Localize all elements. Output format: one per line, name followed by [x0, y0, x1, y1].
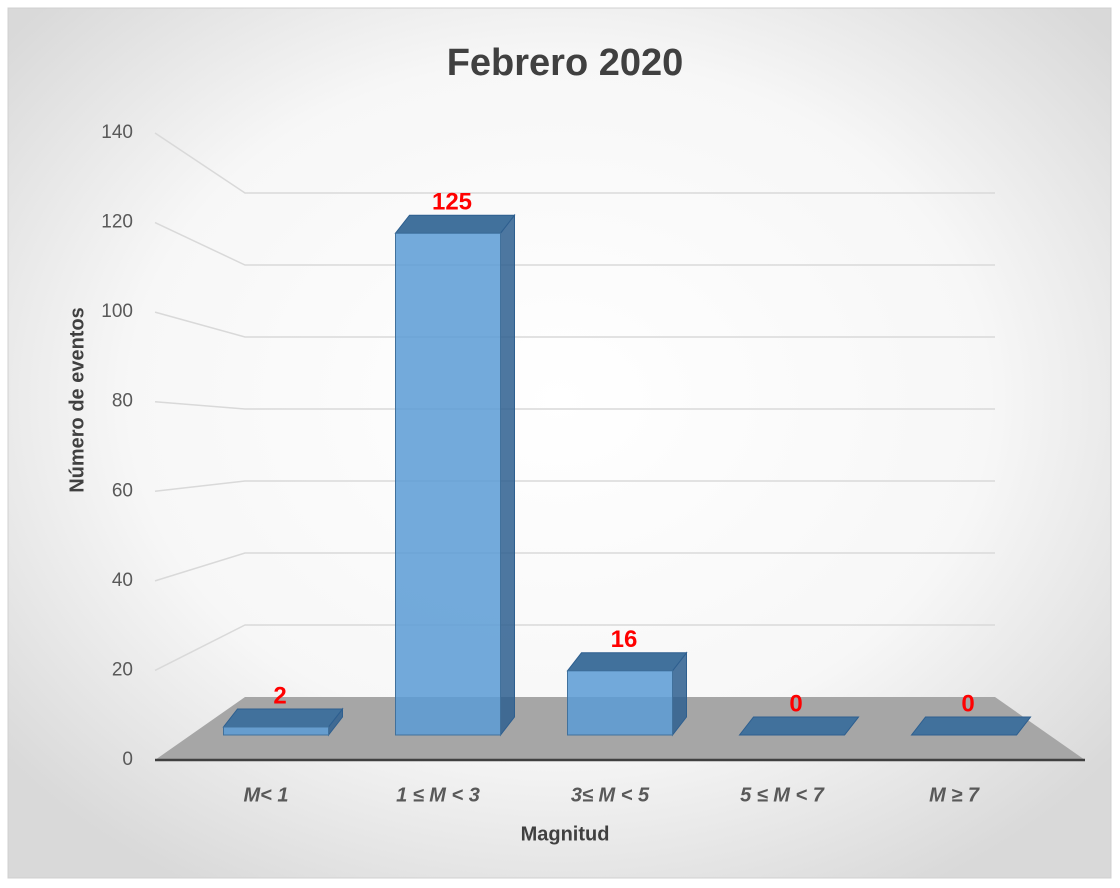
x-tick-label: 5 ≤ M < 7: [740, 784, 825, 806]
data-label: 2: [273, 682, 286, 709]
grid-line: [154, 311, 995, 338]
bar: [910, 716, 1032, 736]
y-tick-label: 100: [101, 301, 133, 322]
bar-top: [394, 214, 516, 234]
grid-line: [154, 221, 995, 266]
plot: 0 20 40 60 80 100 120 140 M< 1 2 1 ≤ M < 3 125 3≤ M …: [101, 122, 1085, 806]
y-tick-label: 80: [112, 391, 133, 412]
x-axis-title: Magnitud: [521, 823, 610, 845]
bar: [566, 651, 688, 737]
bar: [394, 213, 516, 737]
x-tick-label: M ≥ 7: [929, 784, 980, 806]
data-label: 16: [611, 626, 638, 653]
data-label: 0: [961, 690, 974, 717]
bar-front: [567, 670, 673, 736]
y-tick-label: 120: [101, 212, 133, 233]
y-tick-label: 20: [112, 659, 133, 680]
bar-front: [395, 232, 501, 736]
bar: [222, 707, 344, 737]
bar-top: [566, 652, 688, 672]
y-axis-title: Número de eventos: [66, 307, 88, 493]
y-tick-label: 40: [112, 570, 133, 591]
bar-side: [500, 213, 515, 737]
chart-title: Febrero 2020: [447, 42, 684, 84]
grid-line: [154, 132, 995, 194]
grid-line: [154, 552, 995, 582]
y-tick-label: 0: [122, 749, 133, 770]
bar-front: [223, 726, 329, 736]
bar: [738, 716, 860, 736]
bar-top: [738, 716, 860, 736]
data-label: 125: [432, 189, 472, 216]
y-tick-label: 140: [101, 122, 133, 143]
bar-top: [222, 708, 344, 728]
bar-top: [910, 716, 1032, 736]
grid-line: [154, 480, 995, 493]
x-tick-label: M< 1: [243, 784, 288, 806]
x-tick-label: 3≤ M < 5: [571, 784, 650, 806]
grid-line: [154, 624, 995, 672]
data-label: 0: [789, 690, 802, 717]
grid-line: [154, 400, 995, 410]
x-tick-label: 1 ≤ M < 3: [396, 784, 480, 806]
y-tick-label: 60: [112, 480, 133, 501]
